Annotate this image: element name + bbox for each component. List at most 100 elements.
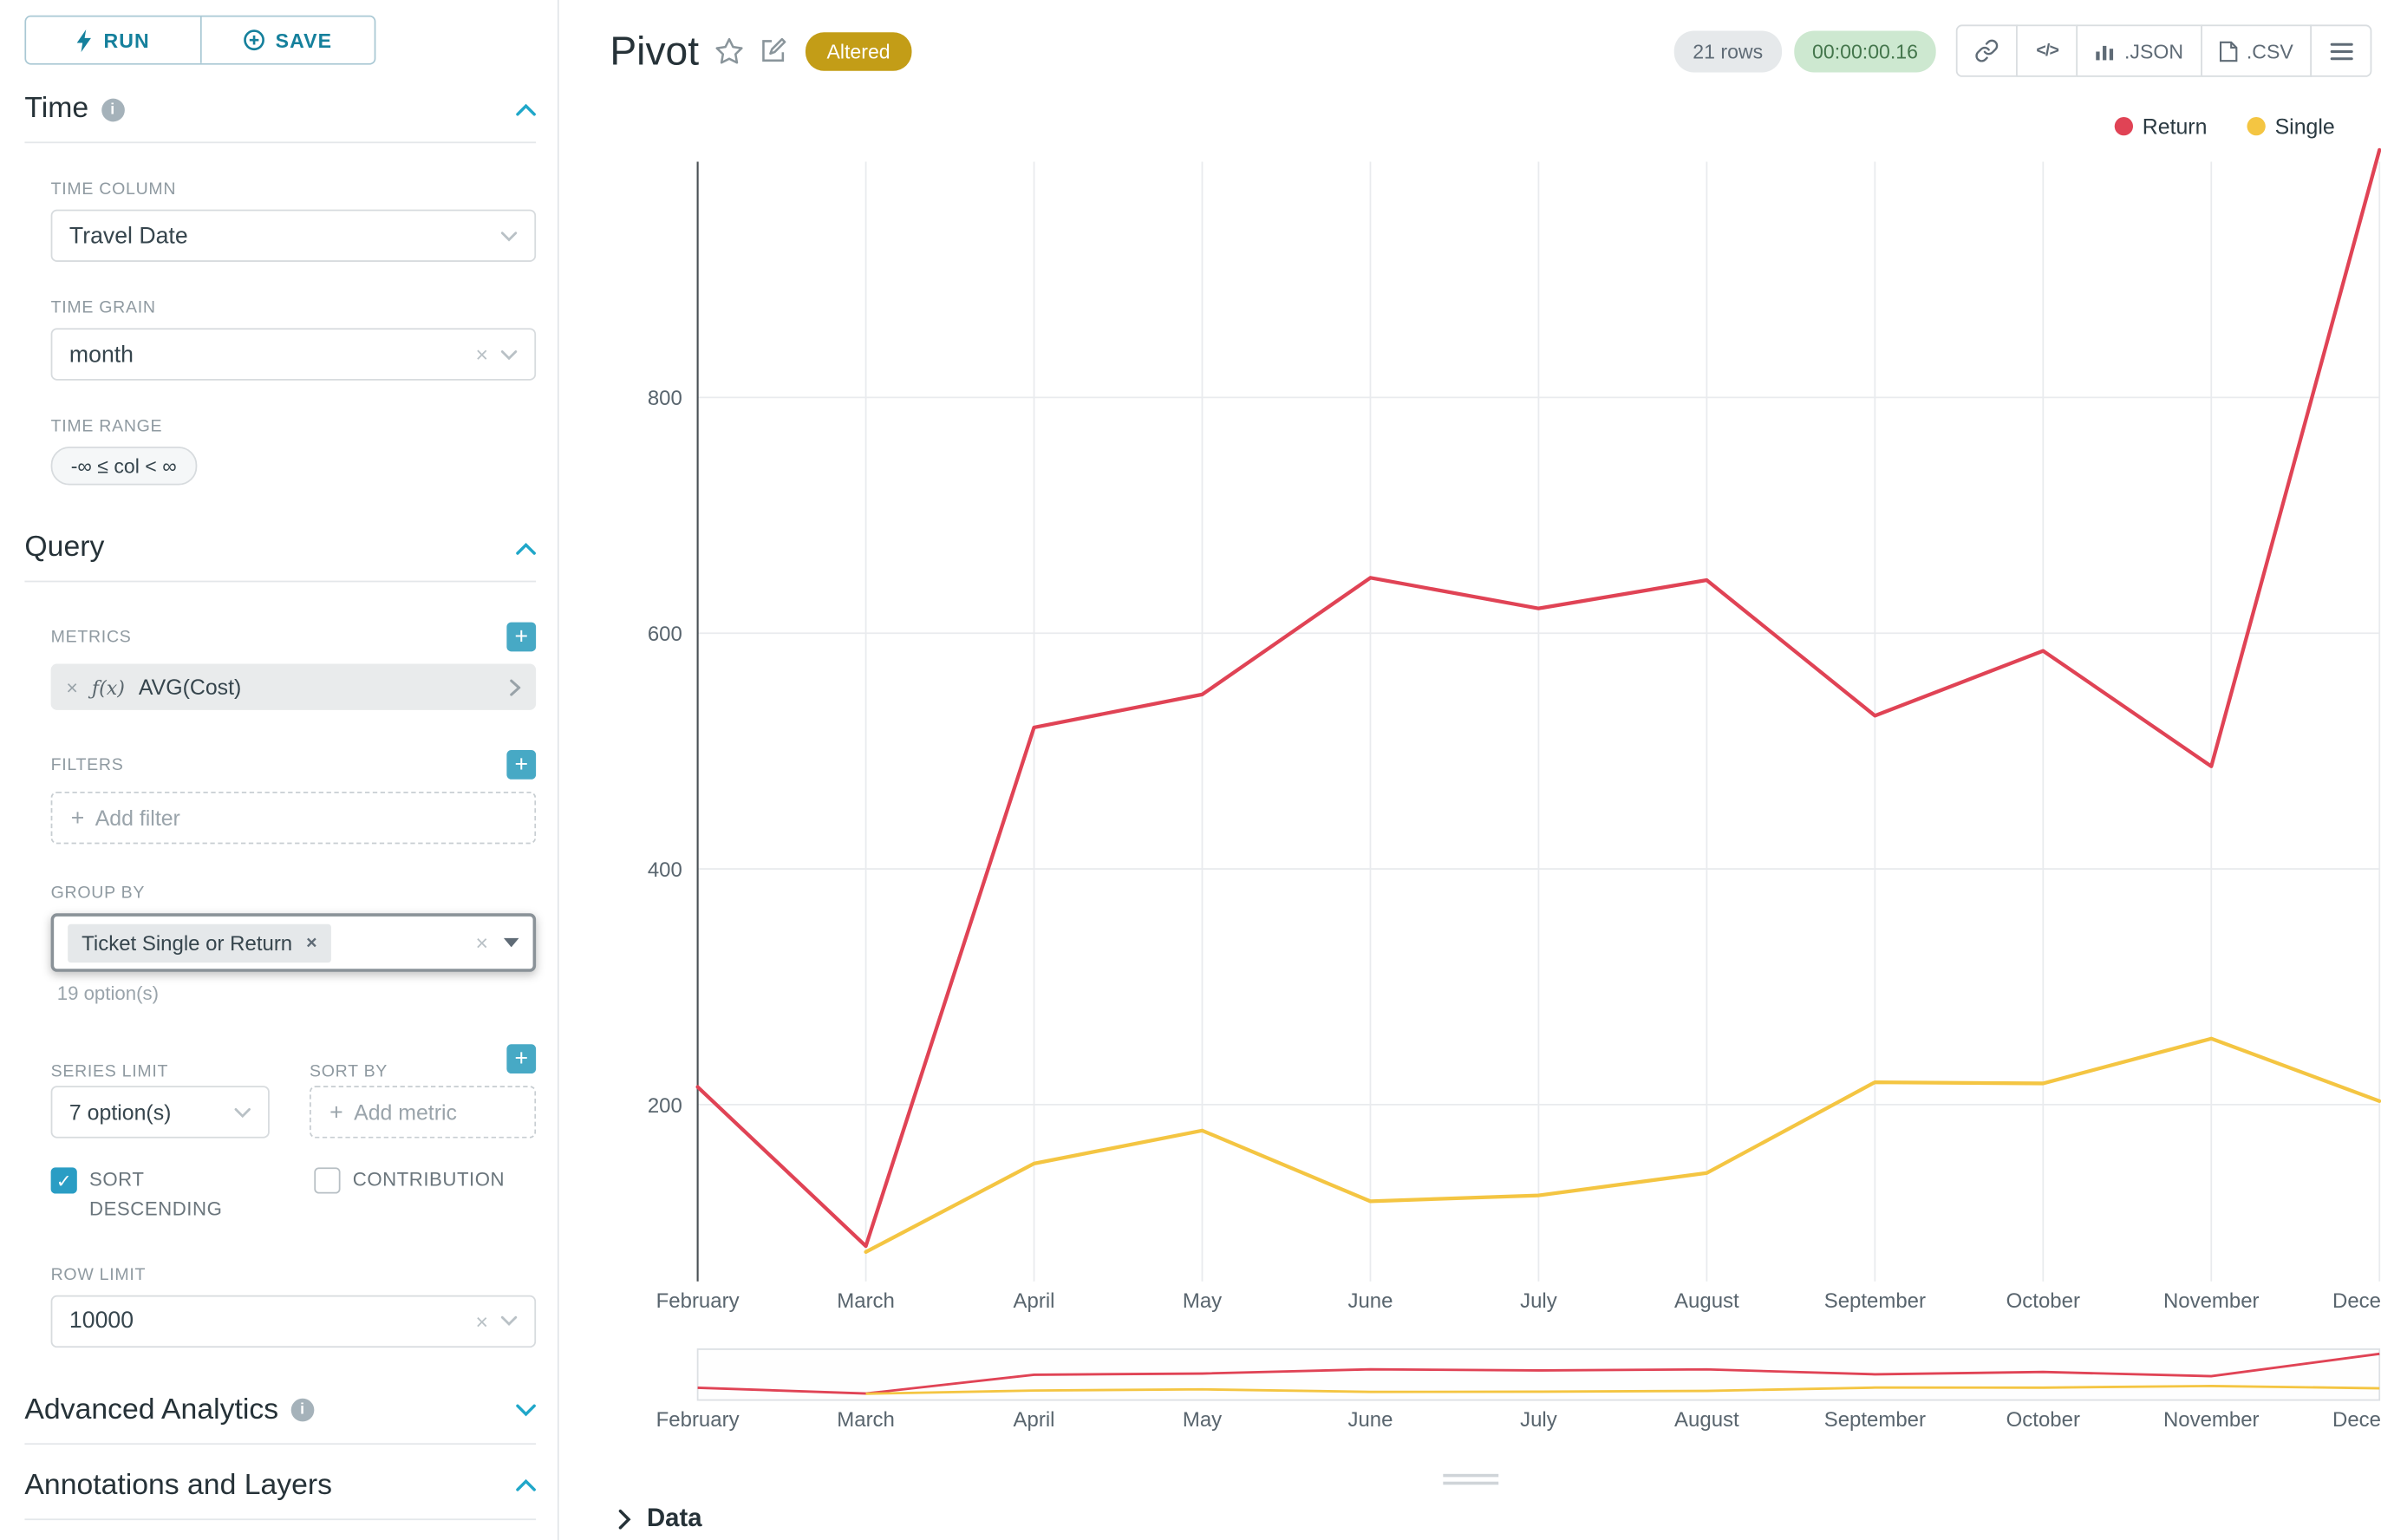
add-metric-placeholder: Add metric: [354, 1100, 457, 1125]
time-grain-value: month: [68, 341, 134, 368]
row-limit-label: ROW LIMIT: [50, 1265, 147, 1284]
svg-text:Dece: Dece: [2332, 1289, 2381, 1313]
link-icon: [1976, 39, 1999, 62]
annotations-layers-header[interactable]: Annotations and Layers: [24, 1445, 537, 1520]
legend-item[interactable]: Single: [2247, 114, 2335, 139]
row-limit-value: 10000: [68, 1308, 134, 1334]
chevron-up-icon[interactable]: [516, 1479, 536, 1493]
svg-text:August: August: [1674, 1408, 1739, 1432]
series-limit-select[interactable]: 7 option(s): [50, 1086, 270, 1139]
chevron-up-icon[interactable]: [516, 541, 536, 555]
query-controls: METRICS + × ƒ(x) AVG(Cost) FILTERS +: [24, 622, 537, 1348]
chart-bars-icon: [2096, 45, 2114, 60]
time-column-label: TIME COLUMN: [50, 179, 177, 199]
data-section-header[interactable]: Data: [558, 1497, 2381, 1540]
filters-label: FILTERS: [50, 755, 124, 774]
edit-properties-icon[interactable]: [759, 37, 786, 65]
run-button[interactable]: RUN: [26, 16, 200, 63]
svg-text:September: September: [1824, 1289, 1926, 1313]
chart-legend: Return Single: [2114, 114, 2335, 139]
chart-header: Pivot Altered 21 rows 00:00:00.16: [559, 0, 2381, 77]
metrics-label: METRICS: [50, 627, 132, 647]
export-csv-button[interactable]: .CSV: [2200, 24, 2313, 77]
add-sort-metric-dropzone[interactable]: + Add metric: [310, 1086, 537, 1139]
data-section-title: Data: [647, 1504, 702, 1532]
svg-text:September: September: [1824, 1408, 1926, 1432]
remove-metric-icon[interactable]: ×: [66, 675, 78, 699]
advanced-analytics-header[interactable]: Advanced Analytics i: [24, 1348, 537, 1445]
code-icon: </>: [2036, 41, 2059, 61]
line-chart-canvas[interactable]: 200 400 600 800 February February March March Ap…: [559, 0, 2381, 1456]
svg-text:July: July: [1520, 1408, 1557, 1432]
legend-label: Return: [2142, 114, 2208, 139]
sort-descending-label: SORT DESCENDING: [89, 1169, 223, 1221]
time-range-pill[interactable]: -∞ ≤ col < ∞: [50, 447, 197, 486]
svg-text:800: 800: [648, 387, 682, 410]
annotations-layers-title: Annotations and Layers: [24, 1469, 333, 1502]
query-section-header[interactable]: Query: [24, 486, 537, 583]
metric-chip-label: AVG(Cost): [138, 674, 242, 700]
chevron-up-icon[interactable]: [516, 102, 536, 116]
chevron-down-icon: [500, 1316, 518, 1327]
panel-resize-handle[interactable]: [1442, 1469, 1498, 1489]
remove-tag-icon[interactable]: ×: [306, 931, 317, 954]
plus-circle-icon: [243, 29, 264, 51]
row-count-badge: 21 rows: [1673, 29, 1782, 72]
chevron-down-icon[interactable]: [516, 1404, 536, 1418]
add-sort-metric-plus-button[interactable]: +: [506, 1044, 537, 1074]
svg-text:February: February: [656, 1289, 740, 1313]
chevron-down-icon: [500, 349, 518, 360]
svg-text:April: April: [1014, 1289, 1055, 1313]
sort-by-label: SORT BY: [310, 1062, 388, 1081]
svg-text:March: March: [837, 1408, 895, 1432]
svg-text:July: July: [1520, 1289, 1557, 1313]
svg-text:April: April: [1014, 1408, 1055, 1432]
svg-text:November: November: [2163, 1289, 2260, 1313]
more-menu-button[interactable]: [2310, 24, 2372, 77]
view-query-button[interactable]: </>: [2016, 24, 2078, 77]
chevron-right-icon: [618, 1508, 631, 1529]
plus-icon: +: [70, 805, 85, 832]
save-button[interactable]: SAVE: [199, 16, 375, 63]
clear-icon[interactable]: ×: [475, 1308, 489, 1334]
file-icon: [2219, 40, 2237, 62]
legend-item[interactable]: Return: [2114, 114, 2208, 139]
svg-text:October: October: [2006, 1289, 2080, 1313]
clear-icon[interactable]: ×: [475, 342, 489, 367]
svg-text:200: 200: [648, 1094, 682, 1118]
time-grain-select[interactable]: month ×: [50, 328, 537, 381]
export-json-label: .JSON: [2124, 39, 2184, 62]
time-section-header[interactable]: Time i: [24, 65, 537, 144]
time-grain-label: TIME GRAIN: [50, 298, 156, 317]
svg-text:November: November: [2163, 1408, 2260, 1432]
control-panel: RUN SAVE Time i TIME COLUMN Travel Date: [0, 0, 559, 1540]
add-filter-plus-button[interactable]: +: [506, 750, 537, 780]
sort-descending-checkbox[interactable]: ✓: [50, 1167, 77, 1194]
clear-icon[interactable]: ×: [475, 930, 489, 956]
sort-descending-option: ✓ SORT DESCENDING: [50, 1166, 275, 1226]
add-filter-dropzone[interactable]: + Add filter: [50, 791, 537, 845]
chevron-right-icon[interactable]: [510, 678, 521, 695]
group-by-options-hint: 19 option(s): [56, 982, 159, 1005]
time-controls: TIME COLUMN Travel Date TIME GRAIN month…: [24, 179, 537, 486]
group-by-tag-label: Ticket Single or Return: [82, 930, 293, 955]
chevron-down-icon: [234, 1107, 251, 1118]
run-save-group: RUN SAVE: [24, 15, 376, 65]
metric-chip[interactable]: × ƒ(x) AVG(Cost): [50, 663, 537, 710]
svg-text:400: 400: [648, 858, 682, 882]
export-button-group: </> .JSON: [1956, 24, 2372, 77]
fx-icon: ƒ(x): [91, 675, 125, 699]
contribution-checkbox[interactable]: [314, 1167, 341, 1194]
row-limit-select[interactable]: 10000 ×: [50, 1295, 537, 1348]
favorite-star-icon[interactable]: [714, 37, 744, 65]
export-json-button[interactable]: .JSON: [2076, 24, 2202, 77]
group-by-tag: Ticket Single or Return ×: [68, 923, 331, 962]
group-by-select[interactable]: Ticket Single or Return × ×: [50, 913, 537, 972]
add-metric-plus-button[interactable]: +: [506, 622, 537, 652]
chevron-down-icon: [500, 231, 518, 241]
legend-label: Single: [2274, 114, 2335, 139]
contribution-option: CONTRIBUTION: [314, 1166, 505, 1226]
copy-link-button[interactable]: [1956, 24, 2019, 77]
export-csv-label: .CSV: [2246, 39, 2293, 62]
time-column-select[interactable]: Travel Date: [50, 209, 537, 262]
